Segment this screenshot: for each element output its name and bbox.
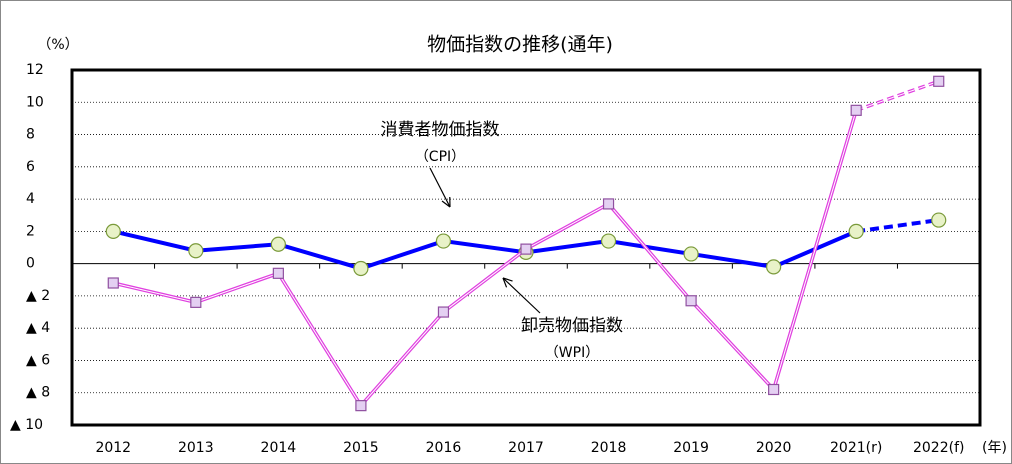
point bbox=[602, 198, 615, 210]
x-tick-label: 2021(r) bbox=[830, 440, 882, 456]
point bbox=[683, 246, 699, 262]
annotation-arrowhead bbox=[441, 200, 451, 208]
x-tick-label: 2019 bbox=[673, 440, 709, 456]
annotation: 卸売物価指数 bbox=[521, 316, 623, 336]
y-tick-label: 0 bbox=[26, 256, 35, 272]
point bbox=[520, 243, 532, 255]
point bbox=[107, 277, 119, 289]
point bbox=[437, 306, 450, 318]
x-axis-label: (年) bbox=[982, 440, 1007, 456]
x-tick-label: 2017 bbox=[508, 440, 544, 456]
annotation-arrowhead bbox=[502, 277, 508, 288]
point bbox=[435, 233, 452, 249]
y-tick-label: 10 bbox=[26, 94, 44, 110]
x-tick-label: 2022(f) bbox=[913, 440, 964, 456]
x-tick-label: 2016 bbox=[426, 440, 462, 456]
point bbox=[848, 223, 864, 239]
point bbox=[766, 259, 782, 275]
point bbox=[600, 233, 617, 249]
annotation-arrowhead bbox=[502, 277, 513, 282]
series-line bbox=[112, 229, 857, 271]
y-tick-label: ▲ 6 bbox=[26, 352, 50, 368]
point bbox=[188, 243, 204, 259]
y-tick-label: 6 bbox=[26, 159, 35, 175]
x-tick-label: 2018 bbox=[591, 440, 627, 456]
y-tick-label: ▲ 10 bbox=[10, 417, 43, 433]
point bbox=[931, 212, 947, 228]
point bbox=[355, 400, 367, 412]
x-tick-label: 2012 bbox=[95, 440, 131, 456]
series-line-inner bbox=[856, 80, 939, 111]
point bbox=[270, 236, 286, 252]
annotation: 消費者物価指数 bbox=[381, 120, 500, 140]
y-tick-label: ▲ 2 bbox=[26, 288, 50, 304]
annotation-arrow bbox=[429, 167, 451, 208]
chart-title: 物価指数の推移(通年) bbox=[427, 34, 613, 56]
y-tick-label: 12 bbox=[26, 62, 44, 78]
x-tick-label: 2020 bbox=[756, 440, 792, 456]
x-tick-label: 2015 bbox=[343, 440, 379, 456]
point bbox=[272, 267, 284, 279]
plot-border bbox=[70, 68, 982, 427]
annotation: （CPI） bbox=[415, 149, 465, 165]
x-tick-label: 2013 bbox=[178, 440, 214, 456]
point bbox=[850, 104, 862, 116]
point bbox=[768, 383, 780, 396]
annotation: （WPI） bbox=[545, 345, 599, 361]
point bbox=[105, 223, 121, 239]
y-tick-label: ▲ 4 bbox=[26, 320, 50, 336]
y-tick-label: 2 bbox=[26, 223, 35, 239]
y-tick-label: 4 bbox=[26, 191, 35, 207]
annotation-arrow bbox=[502, 277, 541, 314]
point bbox=[190, 296, 202, 308]
x-tick-label: 2014 bbox=[261, 440, 297, 456]
series-line-inner bbox=[113, 110, 857, 407]
y-tick-label: ▲ 8 bbox=[26, 385, 50, 401]
point bbox=[685, 295, 697, 307]
y-axis-label: （%） bbox=[37, 37, 78, 53]
y-tick-label: 8 bbox=[26, 127, 35, 143]
point bbox=[933, 75, 945, 87]
point bbox=[353, 260, 369, 277]
